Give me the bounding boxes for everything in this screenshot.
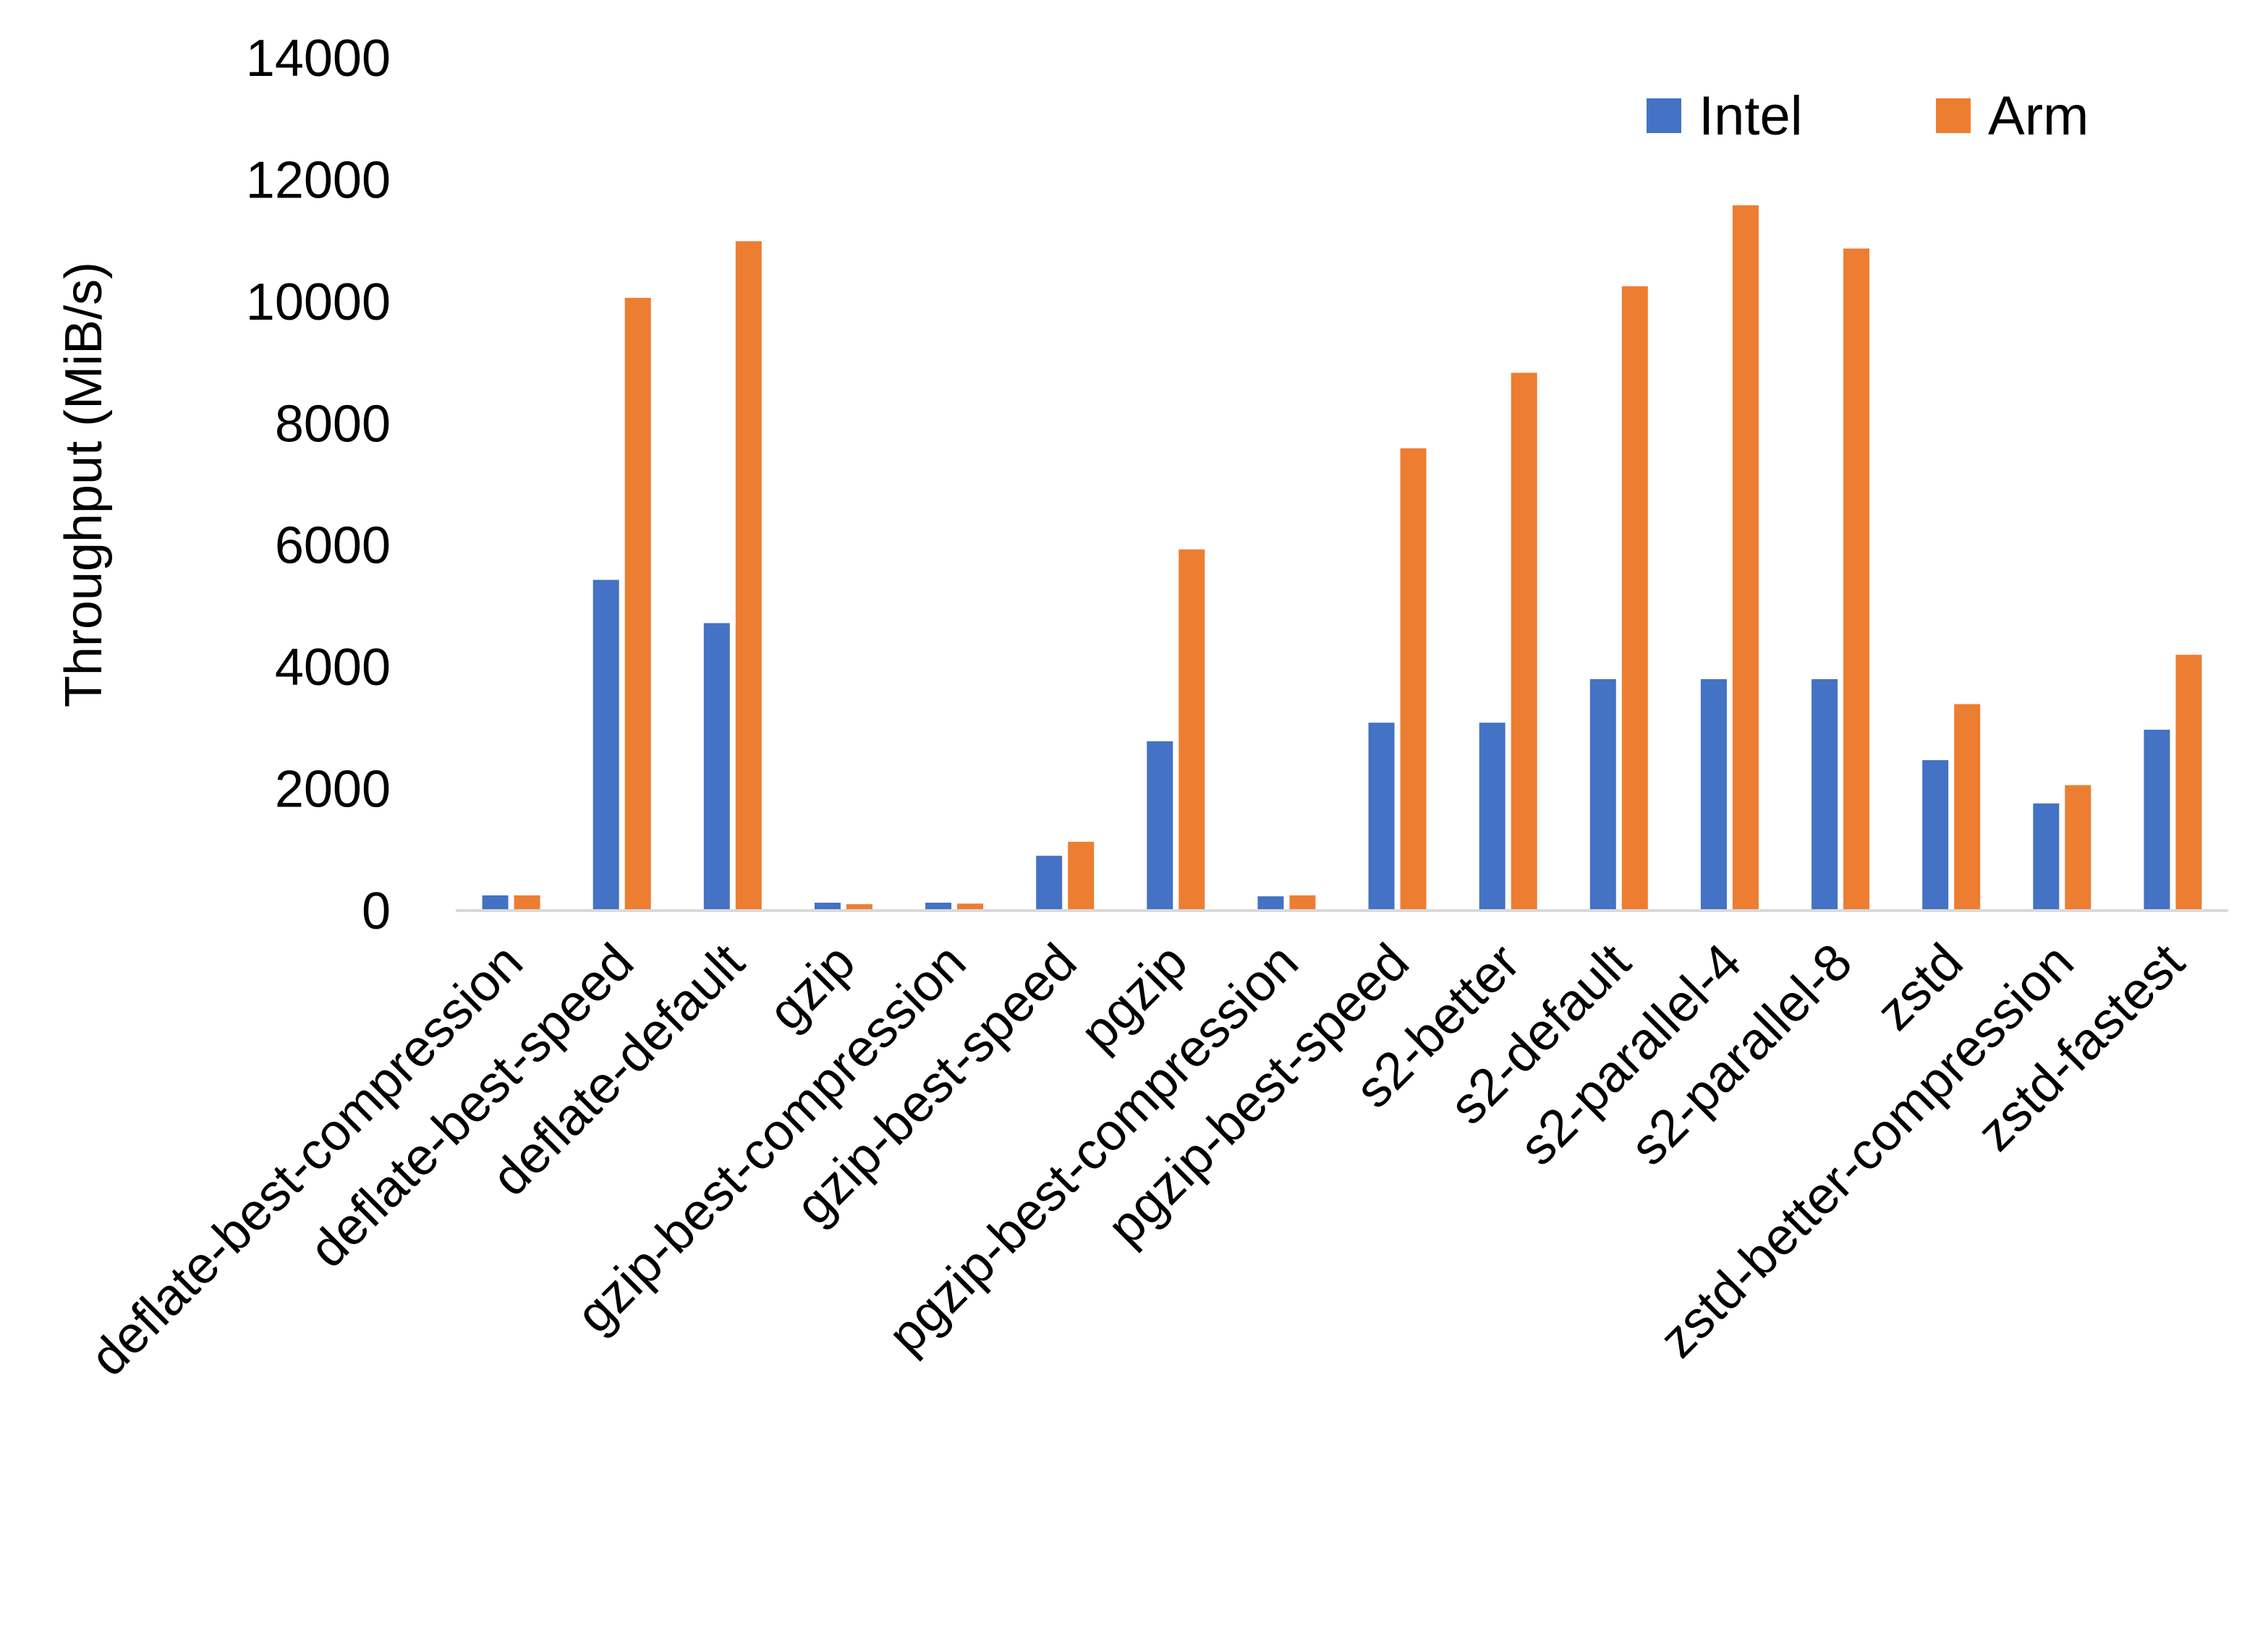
bar-intel bbox=[814, 903, 841, 911]
bar-intel bbox=[1368, 723, 1395, 911]
y-tick-label: 12000 bbox=[246, 151, 391, 209]
bar-arm bbox=[1511, 372, 1537, 911]
bar-arm bbox=[1178, 549, 1205, 911]
bar-arm bbox=[957, 903, 984, 911]
bar-intel bbox=[482, 895, 509, 911]
bar-intel bbox=[1589, 678, 1616, 911]
y-tick-label: 0 bbox=[362, 882, 391, 940]
y-tick-label: 14000 bbox=[246, 30, 391, 88]
legend-swatch-intel bbox=[1647, 98, 1681, 133]
bar-arm bbox=[735, 241, 762, 911]
legend-swatch-arm bbox=[1936, 98, 1971, 133]
bar-arm bbox=[1954, 704, 1981, 911]
legend-label-arm: Arm bbox=[1988, 85, 2089, 147]
bar-intel bbox=[703, 623, 730, 911]
x-tick-label: deflate-best-compression bbox=[80, 933, 534, 1387]
bar-intel bbox=[1812, 678, 1838, 911]
y-axis-label: Throughput (MiB/s) bbox=[55, 262, 113, 707]
bar-arm bbox=[2175, 655, 2202, 911]
bar-arm bbox=[1289, 895, 1316, 911]
bar-intel bbox=[593, 579, 619, 911]
bar-arm bbox=[1732, 205, 1759, 911]
bar-arm bbox=[1068, 841, 1095, 911]
bar-intel bbox=[1922, 759, 1949, 911]
y-tick-label: 8000 bbox=[275, 395, 391, 453]
bar-arm bbox=[514, 895, 540, 911]
bar-arm bbox=[1843, 248, 1870, 911]
bar-intel bbox=[1147, 741, 1173, 911]
bar-arm bbox=[2065, 785, 2091, 911]
bar-arm bbox=[846, 904, 872, 911]
y-tick-label: 6000 bbox=[275, 517, 391, 575]
y-tick-label: 4000 bbox=[275, 639, 391, 697]
bar-intel bbox=[1700, 678, 1727, 911]
bar-arm bbox=[1400, 448, 1427, 911]
y-tick-label: 10000 bbox=[246, 273, 391, 331]
y-tick-label: 2000 bbox=[275, 761, 391, 819]
bar-intel bbox=[2033, 803, 2060, 911]
bar-intel bbox=[925, 903, 952, 911]
legend-label-intel: Intel bbox=[1699, 85, 1803, 147]
bar-intel bbox=[1257, 896, 1284, 911]
bar-arm bbox=[1621, 286, 1648, 911]
bar-intel bbox=[1036, 856, 1063, 911]
bar-arm bbox=[624, 297, 651, 911]
bar-intel bbox=[1479, 723, 1505, 911]
bar-intel bbox=[2144, 729, 2170, 911]
